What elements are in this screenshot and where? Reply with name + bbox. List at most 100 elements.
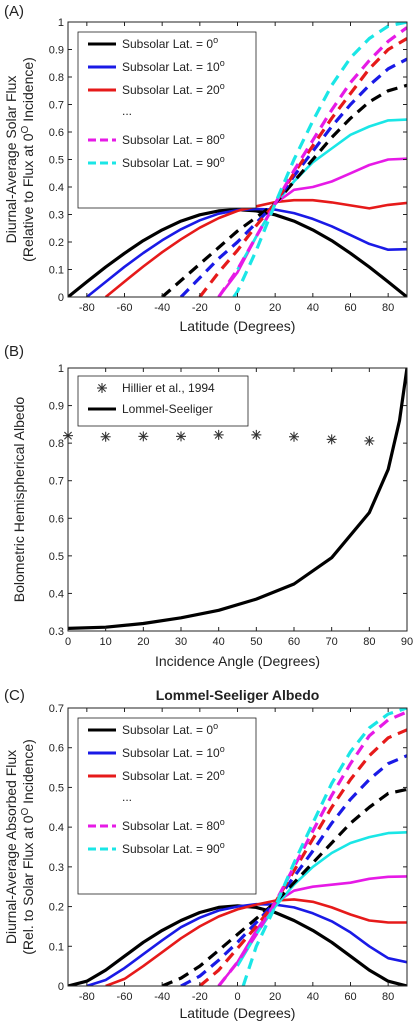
chart-svg-c: (C) Lommel-Seeliger Albedo -80 -60 -40 -20 0 20… (3, 687, 408, 1021)
y-tick-label: 0.2 (49, 902, 64, 914)
y-tick-label: 0.3 (49, 210, 64, 222)
y-tick-label: 0.5 (49, 551, 64, 563)
x-tick-label: 60 (344, 302, 356, 314)
data-point (213, 429, 224, 440)
series-line (86, 902, 407, 986)
data-point (100, 431, 111, 442)
x-tick-label: 90 (401, 636, 413, 648)
x-axis-label: Latitude (Degrees) (180, 1005, 296, 1021)
y-tick-label: 0.3 (49, 626, 64, 638)
y-tick-label: 1 (58, 17, 64, 29)
plot-frame (67, 367, 408, 632)
x-tick-label: 40 (307, 991, 319, 1003)
y-tick-label: 0.6 (49, 127, 64, 139)
series-group (68, 708, 407, 986)
x-tick-label: -40 (154, 991, 170, 1003)
y-tick-label: 0.1 (49, 265, 64, 277)
x-tick-label: 60 (288, 636, 300, 648)
series-line (217, 26, 407, 297)
legend-box (77, 717, 257, 895)
x-tick-label: 0 (65, 636, 71, 648)
y-tick-label: 0.4 (49, 182, 64, 194)
legend-label: Subsolar Lat. = 90o (122, 840, 225, 856)
series-group (68, 368, 407, 630)
y-tick-label: 0.5 (49, 155, 64, 167)
chart-svg-b: (B) 0 10 20 30 40 50 60 70 80 90 0.3 0.4 0.5 0.6 0.7 0.8… (4, 343, 413, 669)
x-tick-label: 0 (234, 302, 240, 314)
series-line (198, 37, 407, 297)
x-tick-label: 80 (363, 636, 375, 648)
y-tick-label: 0.7 (49, 100, 64, 112)
y-tick-label: 0.7 (49, 476, 64, 488)
y-tick-label: 0.5 (49, 782, 64, 794)
y-tick-label: 0 (58, 981, 64, 993)
data-point (251, 429, 262, 440)
series-line (180, 754, 407, 986)
x-tick-label: 40 (307, 302, 319, 314)
x-tick-label: -80 (79, 991, 95, 1003)
legend-label: Subsolar Lat. = 10o (122, 58, 225, 74)
y-tick-label: 0.4 (49, 588, 64, 600)
y-axis-label: Diurnal-Average Solar Flux (3, 76, 19, 244)
y-tick-label: 0.9 (49, 401, 64, 413)
data-point (138, 431, 149, 442)
panel-label: (C) (4, 687, 25, 704)
legend: Subsolar Lat. = 0o Subsolar Lat. = 10o Sub… (77, 31, 257, 209)
panel-label: (B) (4, 343, 24, 360)
x-tick-label: 20 (137, 636, 149, 648)
y-tick-label: 0.1 (49, 941, 64, 953)
x-tick-label: 20 (269, 991, 281, 1003)
series-line (198, 728, 407, 986)
x-tick-label: 50 (250, 636, 262, 648)
x-tick-label: 0 (234, 991, 240, 1003)
legend-label: ... (122, 790, 132, 804)
y-axis-label: Bolometric Hemispherical Albedo (11, 397, 27, 603)
x-tick-label: -20 (192, 991, 208, 1003)
y-tick-label: 0.9 (49, 45, 64, 57)
y-tick-label: 0.8 (49, 438, 64, 450)
y-tick-label: 0.7 (49, 703, 64, 715)
series-line (161, 83, 407, 297)
legend-label: Subsolar Lat. = 0o (122, 721, 218, 737)
x-tick-label: 10 (100, 636, 112, 648)
legend-box (77, 375, 249, 427)
y-axis-label-2: (Relative to Flux at 0O Incidence) (20, 57, 37, 262)
y-axis-label: Diurnal-Average Absorbed Flux (3, 750, 19, 944)
y-axis-label-2: (Rel. to Solar Flux at 0O Incidence) (20, 739, 37, 955)
y-tick-label: 1 (58, 363, 64, 375)
legend-label: Subsolar Lat. = 0o (122, 35, 218, 51)
legend: Hillier et al., 1994 Lommel-Seeliger (77, 375, 249, 427)
x-tick-label: 40 (213, 636, 225, 648)
legend-label: Subsolar Lat. = 10o (122, 744, 225, 760)
y-tick-label: 0.6 (49, 743, 64, 755)
x-axis-label: Latitude (Degrees) (180, 318, 296, 334)
x-tick-label: -60 (117, 991, 133, 1003)
data-point (326, 434, 337, 445)
legend-label: Subsolar Lat. = 20o (122, 81, 225, 97)
legend-label: Subsolar Lat. = 20o (122, 767, 225, 783)
series-line (217, 710, 407, 986)
x-tick-label: 80 (382, 991, 394, 1003)
y-tick-label: 0.6 (49, 513, 64, 525)
chart-panel-a: (A) -80 -60 -40 -20 0 20 40 60 80 0 0.1 0.2 0.3 0.4 0.5… (0, 0, 419, 340)
y-tick-label: 0 (58, 292, 64, 304)
legend-label: ... (122, 104, 132, 118)
y-tick-label: 0.8 (49, 72, 64, 84)
x-tick-label: 30 (175, 636, 187, 648)
x-tick-label: 20 (269, 302, 281, 314)
x-tick-label: 60 (344, 991, 356, 1003)
x-tick-label: -60 (117, 302, 133, 314)
series-line (232, 22, 407, 297)
series-line (68, 208, 407, 297)
x-tick-label: 80 (382, 302, 394, 314)
y-tick-label: 0.3 (49, 862, 64, 874)
legend-marker (97, 383, 107, 393)
series-group (68, 22, 407, 297)
legend-label: Subsolar Lat. = 80o (122, 131, 225, 147)
data-point (176, 431, 186, 442)
panel-label: (A) (4, 3, 24, 20)
x-tick-label: -80 (79, 302, 95, 314)
legend-label: Subsolar Lat. = 80o (122, 817, 225, 833)
legend-label: Hillier et al., 1994 (122, 381, 215, 395)
data-point (289, 431, 299, 442)
